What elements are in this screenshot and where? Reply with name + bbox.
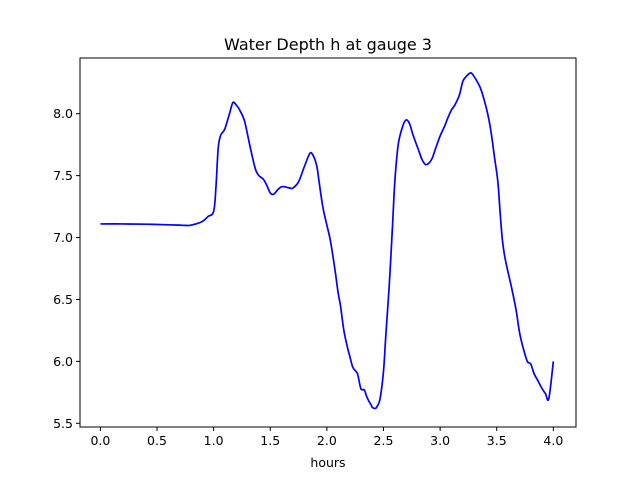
x-tick-label: 0.5 [147, 433, 167, 448]
y-tick-label: 6.5 [53, 292, 73, 307]
x-axis-ticks: 0.0 0.5 1.0 1.5 2.0 2.5 3.0 3.5 4.0 [90, 427, 563, 448]
y-tick-label: 5.5 [53, 416, 73, 431]
x-axis-label: hours [310, 455, 345, 470]
x-tick-label: 3.0 [430, 433, 450, 448]
x-tick-label: 4.0 [543, 433, 563, 448]
y-tick-label: 8.0 [53, 106, 73, 121]
y-tick-label: 7.5 [53, 168, 73, 183]
series-layer [100, 72, 555, 410]
y-tick-label: 6.0 [53, 354, 73, 369]
x-tick-label: 1.5 [260, 433, 280, 448]
series-line-water-depth [100, 72, 555, 410]
x-tick-label: 3.5 [487, 433, 507, 448]
x-tick-label: 2.0 [317, 433, 337, 448]
chart-title: Water Depth h at gauge 3 [224, 35, 432, 54]
x-tick-label: 0.0 [90, 433, 110, 448]
x-tick-label: 1.0 [204, 433, 224, 448]
y-tick-label: 7.0 [53, 230, 73, 245]
axes-frame [79, 57, 577, 428]
x-tick-label: 2.5 [374, 433, 394, 448]
y-axis-ticks: 5.5 6.0 6.5 7.0 7.5 8.0 [53, 106, 80, 431]
